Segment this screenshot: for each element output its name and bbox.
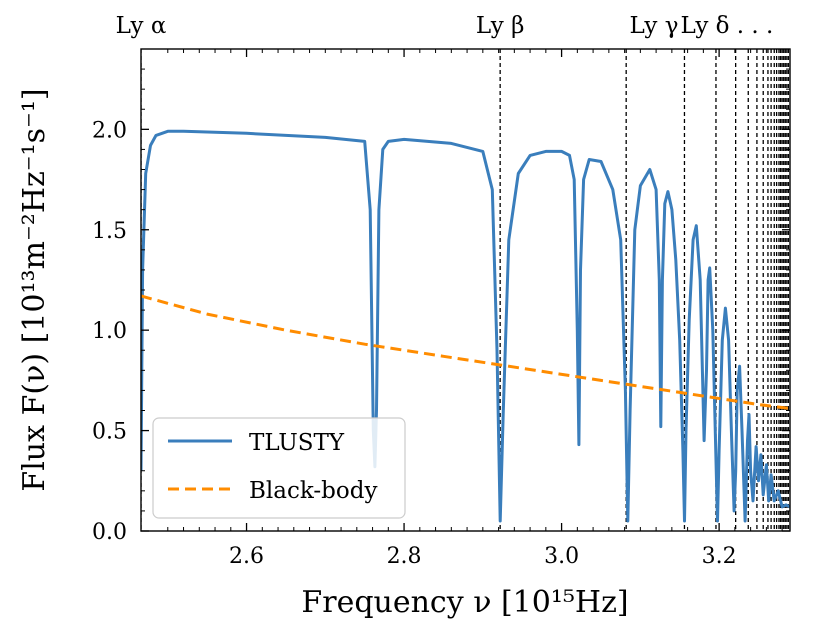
y-axis-label: Flux F(ν) [10¹³m⁻²Hz⁻¹s⁻¹] [17, 88, 52, 491]
lyman-label-2: Ly γ [630, 13, 679, 39]
y-tick-label-2: 1.0 [92, 319, 127, 344]
legend-label-tlusty: TLUSTY [249, 430, 345, 456]
legend-box [152, 417, 406, 519]
lyman-label-3: Ly δ . . . [680, 13, 773, 39]
y-tick-label-0: 0.0 [92, 520, 127, 545]
x-tick-label-3: 3.2 [702, 544, 737, 569]
x-tick-label-1: 2.8 [387, 544, 422, 569]
x-axis-label: Frequency ν [10¹⁵Hz] [301, 585, 628, 620]
y-tick-label-1: 0.5 [92, 420, 127, 445]
lyman-label-0: Ly α [116, 13, 167, 39]
legend-label-blackbody: Black-body [249, 478, 377, 504]
y-tick-label-4: 2.0 [92, 118, 127, 143]
x-tick-label-0: 2.6 [229, 544, 264, 569]
x-tick-label-2: 3.0 [544, 544, 579, 569]
legend: TLUSTY Black-body [152, 417, 406, 519]
tick-labels: 2.6 2.8 3.0 3.2 0.0 0.5 1.0 1.5 2.0 [92, 118, 737, 569]
lyman-label-1: Ly β [476, 13, 524, 39]
series-black-body [141, 294, 790, 410]
plot-frame [140, 48, 791, 532]
lyman-labels: Ly α Ly β Ly γ Ly δ . . . [116, 13, 774, 39]
y-tick-label-3: 1.5 [92, 219, 127, 244]
series-tlusty [141, 129, 790, 523]
